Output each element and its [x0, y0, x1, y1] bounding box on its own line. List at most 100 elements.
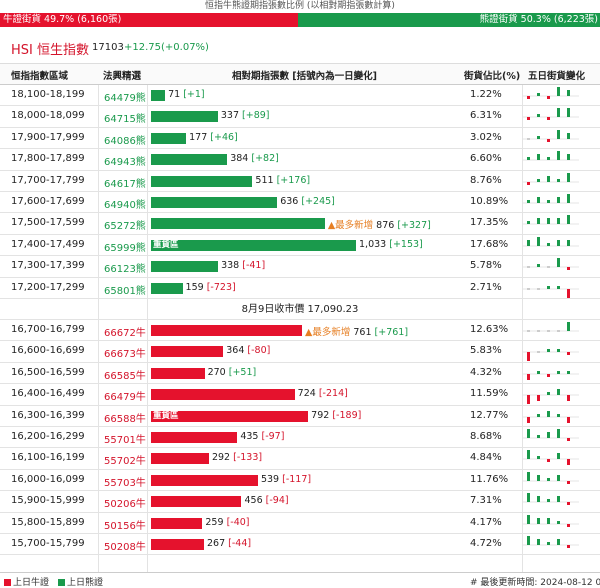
sparkline-bar — [527, 288, 530, 290]
count-text: 636 [+245] — [280, 196, 335, 207]
sparkline-bar — [527, 493, 530, 503]
sparkline-bar — [567, 523, 570, 527]
count-text: ▲最多新增 761 [+761] — [305, 324, 408, 338]
count-value: 511 — [255, 174, 274, 186]
count-bar — [151, 325, 303, 336]
table-row: 16,500-16,599 66585牛 270 [+51] 4.32% — [0, 363, 600, 385]
index-range: 18,000-18,099 — [11, 110, 85, 122]
count-bar — [151, 282, 183, 294]
sparkline-bar — [557, 389, 560, 396]
hsi-name[interactable]: HSI 恒生指數 — [11, 43, 89, 58]
sparkline-bar — [567, 194, 570, 203]
sparkline-bar — [537, 135, 540, 139]
count-text: 71 [+1] — [168, 89, 205, 100]
divider — [98, 85, 99, 572]
sparkline-bar — [537, 114, 540, 118]
five-day-sparkline — [523, 172, 579, 185]
sparkline-bar — [547, 410, 550, 417]
warrant-code-link[interactable]: 64715熊 — [104, 114, 146, 126]
warrant-code-link[interactable]: 66673牛 — [104, 349, 146, 361]
table-row: 16,400-16,499 66479牛 724 [-214] 11.59% — [0, 384, 600, 406]
count-value: 761 — [353, 327, 372, 338]
bear-ratio-segment: 熊證街貨 50.3% (6,223張) — [298, 13, 600, 27]
count-bar — [151, 389, 295, 401]
sparkline-bar — [547, 218, 550, 225]
sparkline-bar — [537, 435, 540, 438]
sparkline-bar — [567, 288, 570, 298]
warrant-code-link[interactable]: 50206牛 — [104, 499, 146, 511]
count-value: 159 — [185, 281, 204, 293]
warrant-code-link[interactable]: 65272熊 — [104, 221, 146, 233]
warrant-code-link[interactable]: 65999熊 — [104, 242, 146, 254]
index-range: 15,700-15,799 — [11, 538, 85, 549]
count-bar — [151, 474, 258, 486]
count-text: 270 [+51] — [208, 367, 257, 378]
five-day-sparkline — [523, 471, 579, 484]
warrant-code-link[interactable]: 64086熊 — [104, 135, 146, 147]
warrant-code-link[interactable]: 50156牛 — [104, 520, 146, 532]
table-row: 17,400-17,499 65999熊 重貨區 1,033 [+153] 17.68% — [0, 235, 600, 257]
table-row: 17,800-17,899 64943熊 384 [+82] 6.60% — [0, 149, 600, 171]
count-text: ▲最多新增 876 [+327] — [328, 217, 431, 231]
sparkline-bar — [527, 450, 530, 460]
table-row: 17,900-17,999 64086熊 177 [+46] 3.02% — [0, 128, 600, 150]
most-added-label: ▲最多新增 — [305, 327, 351, 338]
count-bar — [151, 517, 203, 529]
warrant-code-link[interactable]: 55702牛 — [104, 456, 146, 468]
sparkline-bar — [557, 197, 560, 203]
index-range: 15,900-15,999 — [11, 495, 85, 507]
index-range: 17,700-17,799 — [11, 174, 85, 186]
warrant-code-link[interactable]: 66585牛 — [104, 370, 146, 382]
count-change: [+153] — [389, 238, 423, 250]
sparkline-bar — [547, 542, 550, 545]
count-text: 337 [+89] — [221, 110, 270, 121]
count-bar — [151, 197, 278, 208]
sparkline-bar — [527, 200, 530, 203]
sparkline-bar — [567, 502, 570, 506]
sparkline-bar — [527, 395, 530, 405]
warrant-code-link[interactable]: 66123熊 — [104, 264, 146, 276]
index-range: 16,000-16,099 — [11, 473, 85, 485]
sparkline-bar — [527, 157, 530, 161]
count-bar — [151, 111, 218, 123]
share-pct: 8.68% — [470, 431, 502, 442]
legend-bear: 上日熊證 — [67, 578, 104, 588]
warrant-code-link[interactable]: 50208牛 — [104, 542, 146, 553]
sparkline-bar — [527, 138, 530, 140]
sparkline-bar — [547, 392, 550, 396]
table-row: 16,300-16,399 66588牛 重貨區 792 [-189] 12.77% — [0, 406, 600, 427]
sparkline-bar — [567, 90, 570, 96]
warrant-code-link[interactable]: 64479熊 — [104, 93, 146, 104]
count-change: [+1] — [183, 89, 205, 100]
sparkline-bar — [537, 236, 540, 246]
sparkline-bar — [547, 285, 550, 289]
warrant-code-link[interactable]: 64943熊 — [104, 157, 146, 169]
count-bar — [151, 539, 204, 550]
count-change: [-133] — [233, 452, 263, 464]
warrant-code-link[interactable]: 66672牛 — [104, 328, 146, 339]
table-row: 16,200-16,299 55701牛 435 [-97] 8.68% — [0, 427, 600, 449]
warrant-code-link[interactable]: 66588牛 — [104, 413, 146, 425]
sparkline-bar — [547, 459, 550, 463]
sparkline-bar — [557, 520, 560, 524]
share-pct: 12.77% — [470, 409, 509, 421]
sparkline-bar — [557, 539, 560, 545]
warrant-code-link[interactable]: 66479牛 — [104, 392, 146, 404]
sparkline-bar — [537, 288, 540, 290]
warrant-code-link[interactable]: 55703牛 — [104, 477, 146, 489]
index-range: 16,400-16,499 — [11, 388, 85, 400]
legend-bull: 上日牛證 — [13, 578, 50, 588]
five-day-sparkline — [523, 108, 579, 121]
warrant-code-link[interactable]: 64617熊 — [104, 178, 146, 190]
sparkline-bar — [557, 496, 560, 503]
warrant-code-link[interactable]: 64940熊 — [104, 200, 146, 211]
warrant-code-link[interactable]: 65801熊 — [104, 285, 146, 297]
sparkline-bar — [557, 474, 560, 481]
sparkline-bar — [527, 429, 530, 438]
sparkline-bar — [527, 221, 530, 225]
count-bar — [151, 496, 242, 508]
sparkline-bar — [547, 117, 550, 121]
sparkline-bar — [557, 129, 560, 139]
warrant-code-link[interactable]: 55701牛 — [104, 435, 146, 446]
count-change: [-117] — [282, 473, 312, 485]
